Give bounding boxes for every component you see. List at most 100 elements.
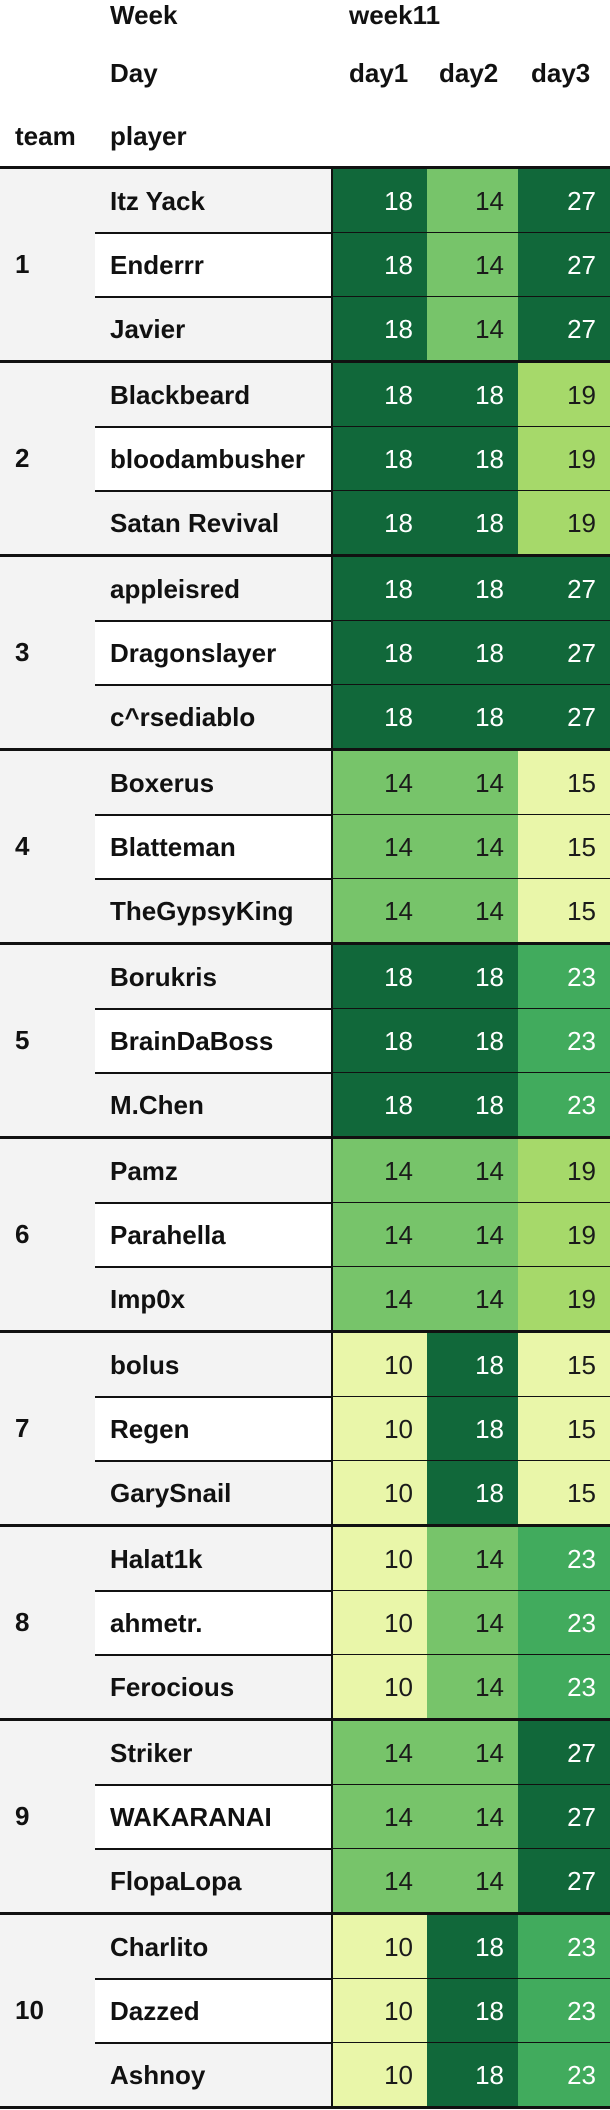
heatmap-cell-day1: 10 bbox=[332, 1333, 427, 1397]
heatmap-cell-day2: 14 bbox=[427, 879, 518, 943]
player-row-bg bbox=[95, 1267, 332, 1331]
player-row-bg bbox=[95, 1009, 332, 1073]
player-row-bg bbox=[95, 2043, 332, 2107]
heatmap-cell-day1: 10 bbox=[332, 1527, 427, 1591]
player-name: Boxerus bbox=[110, 768, 215, 798]
row-divider bbox=[95, 620, 610, 622]
row-divider bbox=[95, 426, 610, 428]
heatmap-cell-day1: 14 bbox=[332, 1203, 427, 1267]
heatmap-cell-day1: 18 bbox=[332, 427, 427, 491]
heatmap-cell-day1: 10 bbox=[332, 1915, 427, 1979]
player-row-bg bbox=[95, 1527, 332, 1591]
heatmap-cell-day2: 18 bbox=[427, 1073, 518, 1137]
row-divider bbox=[95, 1460, 610, 1462]
team-number: 9 bbox=[15, 1801, 30, 1831]
team-number: 8 bbox=[15, 1607, 30, 1637]
heatmap-cell-day3: 19 bbox=[518, 427, 610, 491]
team-divider bbox=[0, 1330, 610, 1333]
heatmap-cell-day1: 14 bbox=[332, 815, 427, 879]
heatmap-cell-day2: 14 bbox=[427, 1139, 518, 1203]
player-name: Regen bbox=[110, 1414, 190, 1444]
player-row-bg bbox=[95, 1461, 332, 1525]
heatmap-cell-day1: 18 bbox=[332, 363, 427, 427]
player-row-bg bbox=[95, 1785, 332, 1849]
heatmap-cell-day2: 14 bbox=[427, 297, 518, 361]
team-cell-bg bbox=[0, 361, 95, 555]
heatmap-cell-day2: 14 bbox=[427, 233, 518, 297]
heatmap-cell-day2: 18 bbox=[427, 1009, 518, 1073]
team-divider bbox=[0, 748, 610, 751]
player-row-bg bbox=[95, 751, 332, 815]
row-divider bbox=[95, 2042, 610, 2044]
heatmap-cell-day1: 18 bbox=[332, 169, 427, 233]
heatmap-cell-day3: 15 bbox=[518, 751, 610, 815]
team-cell-bg bbox=[0, 1913, 95, 2107]
player-name: FlopaLopa bbox=[110, 1866, 242, 1896]
team-cell-bg bbox=[0, 1331, 95, 1525]
week-header-value: week11 bbox=[349, 0, 441, 30]
heatmap-cell-day3: 27 bbox=[518, 233, 610, 297]
heatmap-cell-day1: 18 bbox=[332, 233, 427, 297]
team-cell-bg bbox=[0, 1137, 95, 1331]
player-row-bg bbox=[95, 1849, 332, 1913]
team-cell-bg bbox=[0, 555, 95, 749]
team-cell-bg bbox=[0, 1525, 95, 1719]
heatmap-cell-day3: 23 bbox=[518, 2043, 610, 2107]
player-name: BrainDaBoss bbox=[110, 1026, 274, 1056]
player-row-bg bbox=[95, 1721, 332, 1785]
player-row-bg bbox=[95, 815, 332, 879]
week-header-label: Week bbox=[110, 0, 178, 30]
team-cell-bg bbox=[0, 1719, 95, 1913]
player-name: bolus bbox=[110, 1350, 180, 1380]
row-divider bbox=[95, 1590, 610, 1592]
team-divider bbox=[0, 1718, 610, 1721]
player-name: ahmetr. bbox=[110, 1608, 203, 1638]
heatmap-cell-day3: 19 bbox=[518, 1203, 610, 1267]
heatmap-cell-day3: 23 bbox=[518, 1655, 610, 1719]
heatmap-cell-day3: 15 bbox=[518, 879, 610, 943]
player-name: Itz Yack bbox=[110, 186, 205, 216]
heatmap-cell-day3: 23 bbox=[518, 1979, 610, 2043]
heatmap-cell-day2: 18 bbox=[427, 1979, 518, 2043]
heatmap-cell-day1: 18 bbox=[332, 621, 427, 685]
heatmap-cell-day1: 14 bbox=[332, 879, 427, 943]
team-number: 1 bbox=[15, 249, 30, 279]
player-row-bg bbox=[95, 363, 332, 427]
player-name: Javier bbox=[110, 314, 186, 344]
heatmap-cell-day3: 19 bbox=[518, 1267, 610, 1331]
heatmap-cell-day2: 14 bbox=[427, 1655, 518, 1719]
day-header-day1: day1 bbox=[349, 58, 409, 88]
player-name: Halat1k bbox=[110, 1544, 203, 1574]
player-row-bg bbox=[95, 491, 332, 555]
player-name: appleisred bbox=[110, 574, 241, 604]
heatmap-cell-day2: 14 bbox=[427, 815, 518, 879]
team-divider bbox=[0, 1524, 610, 1527]
team-number: 10 bbox=[15, 1995, 44, 2025]
player-row-bg bbox=[95, 1979, 332, 2043]
team-column-header: team bbox=[15, 121, 76, 151]
heatmap-cell-day2: 14 bbox=[427, 1591, 518, 1655]
team-number: 2 bbox=[15, 443, 30, 473]
heatmap-cell-day1: 10 bbox=[332, 1591, 427, 1655]
heatmap-cell-day1: 14 bbox=[332, 1721, 427, 1785]
heatmap-cell-day2: 14 bbox=[427, 1527, 518, 1591]
team-divider bbox=[0, 554, 610, 557]
heatmap-cell-day2: 18 bbox=[427, 621, 518, 685]
player-name: Dragonslayer bbox=[110, 638, 277, 668]
heatmap-cell-day3: 23 bbox=[518, 1591, 610, 1655]
heatmap-cell-day1: 18 bbox=[332, 1009, 427, 1073]
heatmap-cell-day2: 18 bbox=[427, 557, 518, 621]
team-divider bbox=[0, 1136, 610, 1139]
player-row-bg bbox=[95, 233, 332, 297]
heatmap-cell-day2: 18 bbox=[427, 1397, 518, 1461]
day-header-label: Day bbox=[110, 58, 158, 88]
heatmap-cell-day1: 10 bbox=[332, 2043, 427, 2107]
heatmap-cell-day2: 18 bbox=[427, 945, 518, 1009]
heatmap-cell-day1: 10 bbox=[332, 1461, 427, 1525]
heatmap-cell-day1: 18 bbox=[332, 297, 427, 361]
heatmap-cell-day3: 23 bbox=[518, 1915, 610, 1979]
player-name: Enderrr bbox=[110, 250, 204, 280]
player-row-bg bbox=[95, 1591, 332, 1655]
player-row-bg bbox=[95, 1139, 332, 1203]
